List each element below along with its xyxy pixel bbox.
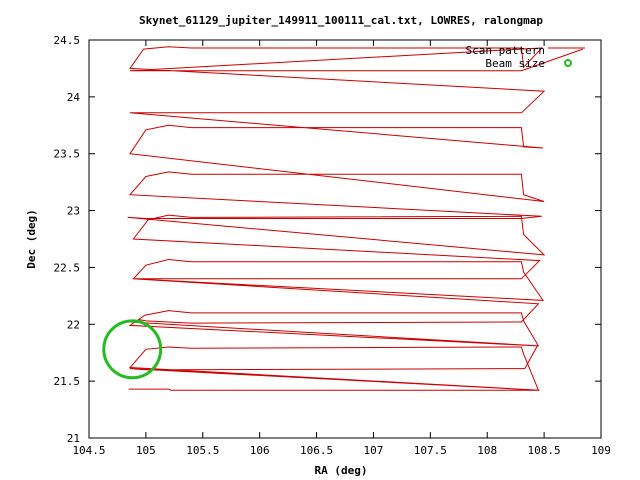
- x-tick-label: 105: [136, 444, 156, 457]
- y-tick-label: 24: [67, 91, 81, 104]
- y-tick-label: 21: [67, 432, 80, 445]
- series-layer: [102, 46, 583, 391]
- x-tick-label: 106: [250, 444, 270, 457]
- y-tick-label: 22: [67, 318, 80, 331]
- plot-frame: [88, 39, 602, 439]
- legend-swatch-beam-size: [564, 59, 572, 67]
- y-tick-label: 23.5: [54, 148, 81, 161]
- y-tick-label: 24.5: [54, 34, 81, 47]
- legend: Scan pattern Beam size: [466, 44, 585, 70]
- y-tick-label: 23: [67, 205, 80, 218]
- legend-label-beam-size: Beam size: [485, 57, 545, 70]
- x-tick-label: 104.5: [72, 444, 105, 457]
- axis-ticks: [88, 39, 602, 439]
- x-tick-label: 108.5: [528, 444, 561, 457]
- x-tick-label: 107.5: [414, 444, 447, 457]
- scan-pattern-line: [127, 46, 583, 391]
- beam-size-circle: [102, 319, 163, 380]
- x-tick-label: 105.5: [186, 444, 219, 457]
- x-axis-label: RA (deg): [315, 464, 368, 477]
- y-axis-label: Dec (deg): [25, 209, 38, 269]
- x-tick-label: 109: [591, 444, 611, 457]
- legend-label-scan-pattern: Scan pattern: [466, 44, 545, 57]
- x-tick-label: 108: [477, 444, 497, 457]
- y-tick-label: 21.5: [54, 375, 81, 388]
- x-tick-label: 107: [364, 444, 384, 457]
- x-tick-label: 106.5: [300, 444, 333, 457]
- y-tick-labels: 21 21.5 22 22.5 23 23.5 24 24.5: [54, 34, 81, 445]
- y-tick-label: 22.5: [54, 261, 81, 274]
- chart-title: Skynet_61129_jupiter_149911_100111_cal.t…: [139, 14, 543, 27]
- x-tick-labels: 104.5 105 105.5 106 106.5 107 107.5 108 108.5 109: [72, 444, 611, 457]
